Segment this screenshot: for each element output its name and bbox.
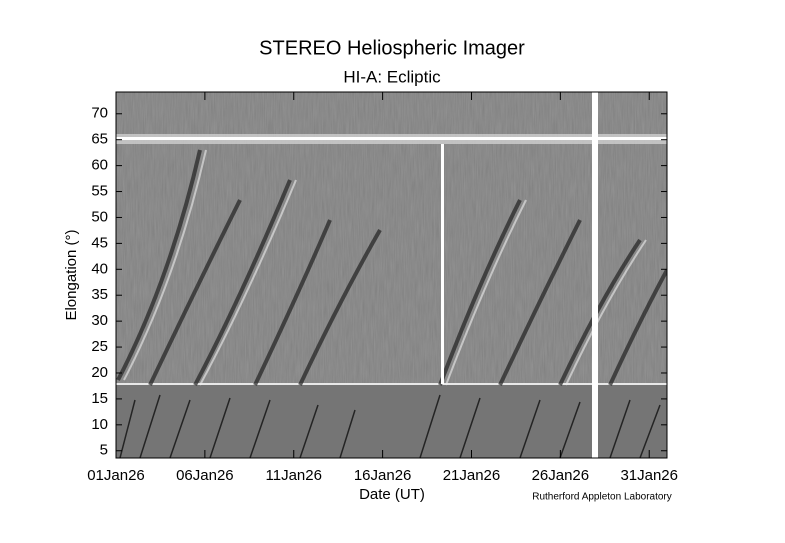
x-tick-label: 26Jan26 (532, 467, 590, 484)
y-tick-label: 70 (91, 105, 108, 122)
y-tick-label: 20 (91, 364, 108, 381)
y-tick-label: 65 (91, 131, 108, 148)
x-tick-label: 01Jan26 (87, 467, 145, 484)
y-tick-label: 25 (91, 338, 108, 355)
y-tick-label: 40 (91, 260, 108, 277)
y-tick-label: 35 (91, 286, 108, 303)
x-axis-label: Date (UT) (359, 486, 425, 503)
y-tick-label: 5 (100, 442, 108, 459)
plot-frame (115, 91, 668, 459)
x-tick-label: 11Jan26 (266, 467, 322, 484)
y-tick-label: 45 (91, 234, 108, 251)
y-axis-label: Elongation (°) (63, 229, 80, 320)
y-tick-label: 10 (91, 416, 108, 433)
y-tick-label: 50 (91, 208, 108, 225)
x-tick-label: 31Jan26 (620, 467, 678, 484)
chart-title: STEREO Heliospheric Imager (259, 37, 525, 59)
x-tick-label: 06Jan26 (176, 467, 234, 484)
y-tick-label: 60 (91, 157, 108, 174)
jmap-image (116, 92, 667, 458)
credit: Rutherford Appleton Laboratory (532, 492, 672, 503)
x-tick-label: 21Jan26 (443, 467, 501, 484)
x-tick-label: 16Jan26 (354, 467, 412, 484)
y-tick-label: 30 (91, 312, 108, 329)
chart-subtitle: HI-A: Ecliptic (343, 67, 441, 86)
y-tick-label: 55 (91, 183, 108, 200)
y-tick-label: 15 (91, 390, 108, 407)
